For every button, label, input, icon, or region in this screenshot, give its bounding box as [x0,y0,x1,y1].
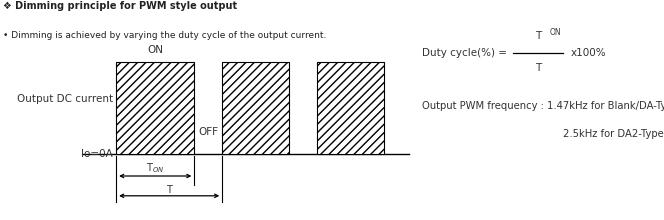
Text: T: T [535,63,541,73]
Text: x100%: x100% [571,48,607,58]
Text: T: T [535,31,541,41]
Text: OFF: OFF [199,127,218,137]
Text: ON: ON [550,28,562,37]
Text: T: T [166,185,172,195]
Text: Output PWM frequency : 1.47kHz for Blank/DA-Type: Output PWM frequency : 1.47kHz for Blank… [422,101,664,111]
Text: T$_{ON}$: T$_{ON}$ [146,161,165,175]
Text: ON: ON [147,45,163,55]
Text: Duty cycle(%) =: Duty cycle(%) = [422,48,507,58]
Text: • Dimming is achieved by varying the duty cycle of the output current.: • Dimming is achieved by varying the dut… [3,31,327,40]
Bar [222,62,289,154]
Text: 2.5kHz for DA2-Type: 2.5kHz for DA2-Type [563,129,664,139]
Text: ❖ Dimming principle for PWM style output: ❖ Dimming principle for PWM style output [3,1,238,11]
Text: Io=0A: Io=0A [81,149,113,159]
Bar [116,62,195,154]
Bar [317,62,384,154]
Text: Output DC current: Output DC current [17,94,113,104]
